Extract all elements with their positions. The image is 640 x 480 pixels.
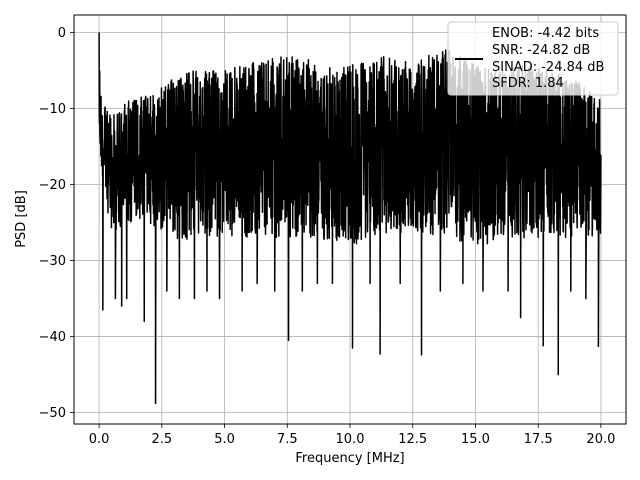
y-tick-label: −40	[39, 330, 66, 345]
x-tick-label: 2.5	[151, 432, 172, 447]
y-tick-label: −50	[39, 406, 66, 421]
x-tick-label: 10.0	[336, 432, 365, 447]
legend-line-snr: SNR: -24.82 dB	[492, 43, 590, 58]
legend-box	[447, 21, 619, 96]
y-tick-label: −20	[39, 178, 66, 193]
legend-line-enob: ENOB: -4.42 bits	[492, 26, 599, 41]
x-tick-label: 7.5	[277, 432, 298, 447]
y-tick-label: 0	[58, 26, 66, 41]
x-tick-label: 17.5	[524, 432, 553, 447]
y-tick-label: −10	[39, 102, 66, 117]
x-axis-label: Frequency [MHz]	[295, 451, 404, 466]
x-tick-label: 15.0	[461, 432, 490, 447]
x-tick-label: 12.5	[398, 432, 427, 447]
psd-series-line	[98, 32, 602, 405]
y-axis-label: PSD [dB]	[14, 190, 29, 248]
x-tick-label: 5.0	[214, 432, 235, 447]
x-tick-label: 0.0	[89, 432, 110, 447]
x-tick-label: 20.0	[586, 432, 615, 447]
y-tick-label: −30	[39, 254, 66, 269]
axis-ticks: 0.0 2.5 5.0 7.5 10.0 12.5 15.0 17.5 20.0 0 −10 −20 −…	[39, 26, 616, 447]
legend: ENOB: -4.42 bits SNR: -24.82 dB SINAD: -…	[447, 21, 619, 96]
legend-line-sfdr: SFDR: 1.84	[492, 76, 564, 91]
psd-trace	[98, 32, 602, 405]
legend-line-sinad: SINAD: -24.84 dB	[492, 60, 604, 75]
